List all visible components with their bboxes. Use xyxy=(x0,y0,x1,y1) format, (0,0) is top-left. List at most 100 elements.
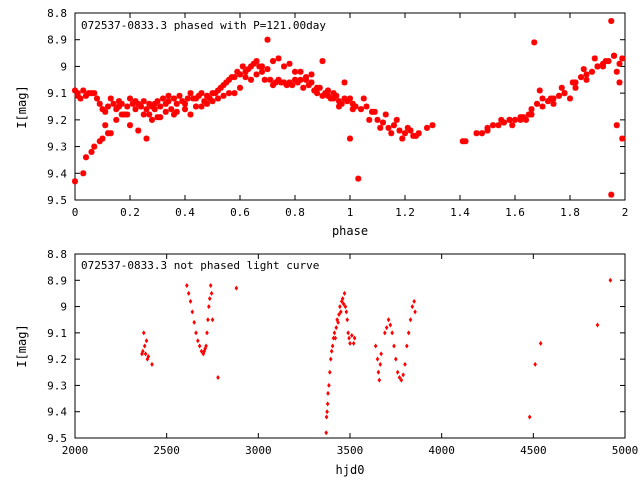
data-point xyxy=(591,55,598,62)
data-point xyxy=(396,127,403,134)
data-point xyxy=(162,108,169,115)
data-point xyxy=(138,103,144,110)
data-point xyxy=(392,343,396,349)
data-point xyxy=(355,175,362,182)
data-point xyxy=(536,87,543,94)
unphased-y-tick-label: 9.3 xyxy=(47,379,67,392)
data-point xyxy=(171,95,177,102)
unphased-y-tick-label: 9.2 xyxy=(47,353,67,366)
unphased-y-tick-label: 8.9 xyxy=(47,274,67,287)
data-point xyxy=(352,335,357,341)
data-point xyxy=(176,92,183,99)
data-point xyxy=(330,343,335,349)
data-point xyxy=(292,68,298,75)
phased-y-tick-label: 9.5 xyxy=(47,194,67,207)
data-point xyxy=(328,369,332,375)
data-point xyxy=(341,79,348,86)
data-point xyxy=(261,76,268,83)
data-point xyxy=(264,36,271,43)
data-point xyxy=(187,90,194,97)
phased-y-tick-label: 8.8 xyxy=(47,7,67,20)
data-point xyxy=(399,377,404,383)
data-point xyxy=(231,90,238,97)
data-point xyxy=(589,68,595,75)
data-point xyxy=(405,343,409,349)
data-point xyxy=(182,106,188,113)
data-point xyxy=(157,103,164,110)
data-point xyxy=(185,283,189,289)
data-point xyxy=(377,124,384,131)
data-point xyxy=(237,71,243,78)
data-point xyxy=(192,319,196,325)
data-point xyxy=(347,135,353,142)
data-point xyxy=(429,122,436,129)
data-point xyxy=(399,135,406,142)
data-point xyxy=(413,132,419,139)
data-point xyxy=(193,103,199,110)
data-point xyxy=(512,116,518,123)
data-point xyxy=(394,356,398,362)
data-point xyxy=(382,111,389,118)
data-point xyxy=(329,348,334,354)
data-point xyxy=(324,430,328,436)
data-point xyxy=(413,309,417,315)
data-point xyxy=(375,356,380,362)
data-point xyxy=(334,325,339,331)
phased-y-tick-label: 8.9 xyxy=(47,34,67,47)
data-point xyxy=(143,135,150,142)
data-point xyxy=(490,122,496,129)
data-point xyxy=(231,74,238,81)
data-point xyxy=(616,79,623,86)
data-point xyxy=(333,335,338,341)
data-point xyxy=(324,414,329,420)
data-point xyxy=(150,361,154,367)
data-point xyxy=(154,98,161,105)
phased-x-tick-label: 1.4 xyxy=(450,206,470,219)
data-point xyxy=(595,322,600,328)
phased-x-axis-label: phase xyxy=(332,224,368,238)
data-point xyxy=(402,130,408,137)
unphased-x-tick-label: 3000 xyxy=(245,444,272,457)
data-point xyxy=(160,95,166,102)
unphased-light-curve-panel: 2000 2500 3000 3500 4000 4500 5000 8.8 8.9 9 9.1 9.… xyxy=(15,248,638,477)
data-point xyxy=(253,58,260,65)
data-point xyxy=(608,277,613,283)
phased-y-tick-label: 9 xyxy=(60,60,67,73)
data-point xyxy=(198,103,205,110)
unphased-x-tick-label: 3500 xyxy=(337,444,364,457)
data-point xyxy=(337,311,341,317)
data-point xyxy=(226,90,232,97)
data-point xyxy=(234,285,239,291)
data-point xyxy=(608,18,615,25)
data-point xyxy=(523,116,529,123)
data-point xyxy=(613,122,620,129)
data-point xyxy=(127,122,133,129)
data-point xyxy=(88,148,95,155)
phased-x-tick-label: 1.2 xyxy=(395,206,415,219)
data-point xyxy=(96,100,103,107)
data-point xyxy=(325,87,331,94)
data-point xyxy=(102,122,109,129)
data-point xyxy=(383,330,387,336)
data-point xyxy=(102,108,109,115)
data-point xyxy=(393,116,400,123)
data-point xyxy=(198,90,205,97)
data-point xyxy=(140,98,147,105)
data-point xyxy=(124,103,131,110)
data-point xyxy=(517,114,524,121)
data-point xyxy=(351,340,356,346)
phased-y-tick-label: 9.2 xyxy=(47,114,67,127)
data-point xyxy=(168,106,175,113)
data-point xyxy=(83,154,89,161)
data-point xyxy=(267,76,274,83)
unphased-data-points xyxy=(140,277,613,436)
data-point xyxy=(580,66,587,73)
unphased-y-tick-label: 8.8 xyxy=(47,248,67,261)
data-point xyxy=(390,330,394,336)
data-point xyxy=(259,68,265,75)
data-point xyxy=(173,100,180,107)
data-point xyxy=(281,63,287,70)
unphased-y-axis-label: I[mag] xyxy=(15,324,29,367)
data-point xyxy=(473,130,480,137)
data-point xyxy=(538,340,543,346)
